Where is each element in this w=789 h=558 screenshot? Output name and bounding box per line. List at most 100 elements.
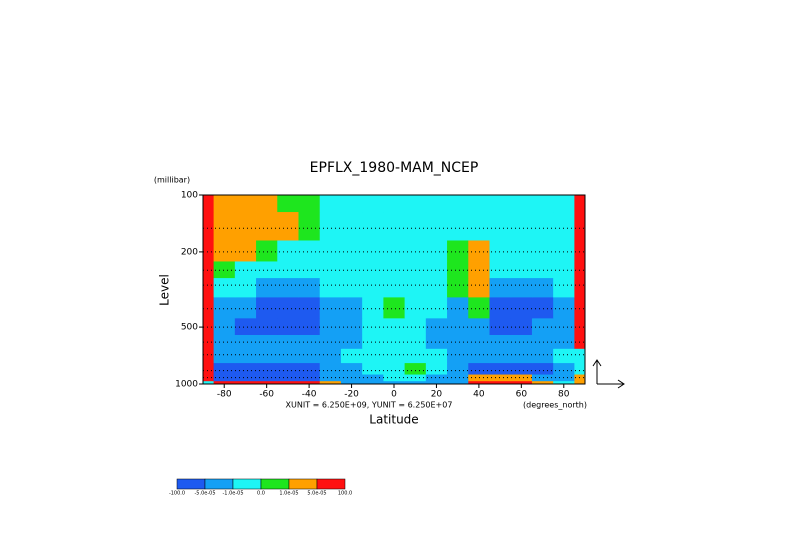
field-cell	[298, 380, 321, 385]
field-cell	[277, 240, 299, 262]
field-cell	[489, 296, 512, 319]
y-tick-label: 100	[181, 191, 198, 201]
field-cell	[468, 277, 490, 298]
field-cell	[203, 277, 215, 298]
field-cell	[447, 211, 469, 241]
field-cell	[203, 261, 215, 279]
field-cell	[468, 240, 490, 262]
field-cell	[489, 374, 512, 382]
field-cell	[574, 277, 586, 298]
field-cell	[404, 380, 427, 385]
field-cell	[298, 195, 321, 213]
field-cell	[468, 348, 490, 364]
field-cell	[362, 240, 384, 262]
field-cell	[213, 380, 236, 385]
field-cell	[489, 362, 512, 375]
field-cell	[531, 334, 554, 349]
field-cell	[277, 277, 299, 298]
field-cell	[468, 261, 490, 279]
field-cell	[277, 296, 299, 319]
x-tick-label: 40	[473, 390, 485, 400]
field-cell	[213, 277, 236, 298]
field-cell	[256, 261, 278, 279]
field-cell	[319, 380, 342, 385]
field-cell	[489, 334, 512, 349]
field-cell	[425, 334, 448, 349]
field-cell	[425, 317, 448, 335]
field-cell	[256, 362, 278, 375]
field-cell	[425, 374, 448, 382]
field-cell	[319, 195, 342, 213]
field-cell	[383, 211, 406, 241]
field-cell	[234, 277, 257, 298]
field-cell	[510, 317, 533, 335]
field-cell	[362, 195, 384, 213]
field	[203, 195, 586, 385]
field-cell	[234, 240, 257, 262]
field-cell	[203, 296, 215, 319]
field-cell	[213, 362, 236, 375]
field-cell	[298, 317, 321, 335]
field-cell	[531, 380, 554, 385]
field-cell	[256, 195, 278, 213]
x-axis-label: Latitude	[369, 413, 418, 427]
field-cell	[319, 374, 342, 382]
field-cell	[553, 240, 575, 262]
field-cell	[234, 296, 257, 319]
field-cell	[447, 334, 469, 349]
field-cell	[553, 211, 575, 241]
x-tick-label: -60	[259, 390, 274, 400]
field-cell	[362, 380, 384, 385]
field-cell	[489, 277, 512, 298]
field-cell	[510, 380, 533, 385]
field-cell	[213, 240, 236, 262]
field-cell	[362, 374, 384, 382]
colorbar-label: 100.0	[338, 491, 352, 497]
field-cell	[203, 240, 215, 262]
field-cell	[213, 296, 236, 319]
field-cell	[340, 362, 363, 375]
colorbar-label: -100.0	[169, 491, 185, 497]
field-cell	[234, 195, 257, 213]
field-cell	[383, 317, 406, 335]
x-tick-label: 0	[391, 390, 397, 400]
field-cell	[404, 317, 427, 335]
x-unit: (degrees_north)	[523, 401, 587, 410]
field-cell	[203, 317, 215, 335]
field-cell	[447, 261, 469, 279]
field-cell	[340, 211, 363, 241]
field-cell	[362, 261, 384, 279]
field-cell	[468, 380, 490, 385]
field-cell	[234, 317, 257, 335]
field-cell	[489, 261, 512, 279]
field-cell	[256, 211, 278, 241]
colorbar-box	[288, 478, 318, 490]
field-cell	[362, 334, 384, 349]
field-cell	[425, 380, 448, 385]
field-cell	[319, 277, 342, 298]
field-cell	[319, 261, 342, 279]
field-cell	[234, 348, 257, 364]
field-cell	[425, 240, 448, 262]
field-cell	[447, 195, 469, 213]
colorbar-label: -5.0e-05	[195, 491, 216, 497]
field-cell	[298, 348, 321, 364]
field-cell	[362, 348, 384, 364]
x-tick-label: -80	[217, 390, 232, 400]
field-cell	[298, 374, 321, 382]
field-cell	[203, 374, 215, 382]
field-cell	[234, 380, 257, 385]
field-cell	[531, 317, 554, 335]
field-cell	[362, 277, 384, 298]
field-cell	[510, 261, 533, 279]
field-cell	[574, 195, 586, 213]
field-cell	[404, 296, 427, 319]
y-unit: (millibar)	[154, 176, 190, 185]
reference-arrow	[592, 359, 625, 389]
field-cell	[425, 261, 448, 279]
field-cell	[553, 380, 575, 385]
x-tick-label: 20	[431, 390, 443, 400]
field-cell	[277, 362, 299, 375]
field-cell	[510, 277, 533, 298]
field-cell	[213, 317, 236, 335]
